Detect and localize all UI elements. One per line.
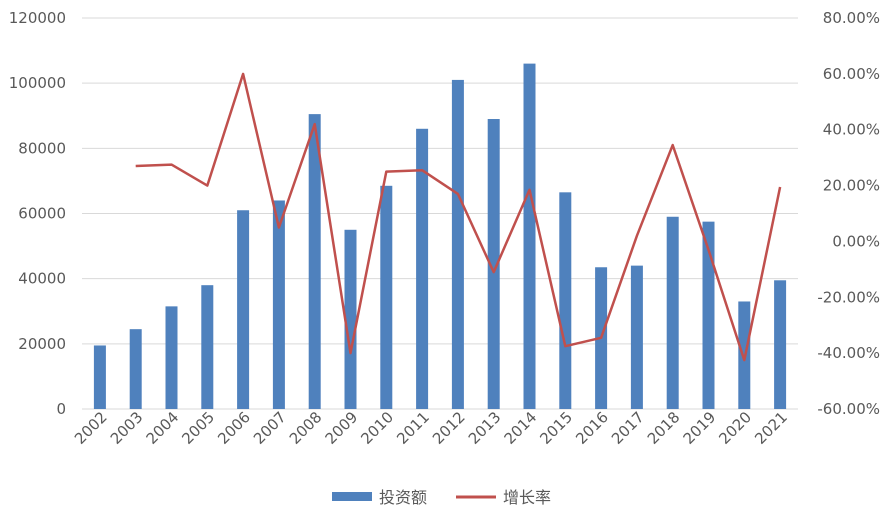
x-tick-label: 2021 [751,408,791,448]
bar [452,80,464,409]
right-tick-label: 0.00% [832,232,880,250]
left-tick-label: 20000 [18,335,66,353]
x-tick-label: 2007 [250,408,290,448]
x-tick-label: 2020 [715,408,755,448]
left-tick-label: 100000 [9,74,66,92]
bar [166,306,178,409]
bar [667,217,679,409]
bar [524,64,536,409]
x-tick-label: 2016 [572,408,612,448]
bar [774,280,786,409]
x-tick-label: 2010 [357,408,397,448]
bar [631,266,643,409]
x-tick-label: 2014 [501,408,541,448]
right-tick-label: -20.00% [817,288,880,306]
bar [237,210,249,409]
legend-swatch-investment [332,492,372,501]
bar [130,329,142,409]
bar [201,285,213,409]
x-tick-label: 2009 [322,408,362,448]
x-tick-label: 2002 [71,408,111,448]
legend-label-investment: 投资额 [379,488,427,507]
left-tick-label: 120000 [9,9,66,27]
right-tick-label: 20.00% [823,177,880,195]
x-tick-label: 2004 [143,408,183,448]
x-tick-label: 2011 [393,408,433,448]
x-tick-label: 2005 [178,408,218,448]
bar [380,186,392,409]
left-tick-label: 80000 [18,139,66,157]
left-axis-ticks: 0 20000 40000 60000 80000 100000 120000 [9,9,66,418]
right-tick-label: 60.00% [823,65,880,83]
right-axis-ticks: -60.00% -40.00% -20.00% 0.00% 20.00% 40.00% 60… [817,9,880,418]
x-axis-ticks: 2002200320042005200620072008200920102011… [71,408,791,448]
x-tick-label: 2017 [608,408,648,448]
x-tick-label: 2018 [644,408,684,448]
x-tick-label: 2019 [680,408,720,448]
bar-series-投资额 [94,64,786,409]
x-tick-label: 2013 [465,408,505,448]
right-tick-label: 80.00% [823,9,880,27]
x-tick-label: 2015 [536,408,576,448]
x-tick-label: 2012 [429,408,469,448]
x-tick-label: 2003 [107,408,147,448]
right-tick-label: -60.00% [817,400,880,418]
bar [94,345,106,409]
legend-label-growth: 增长率 [503,488,551,507]
gridlines [82,18,798,409]
legend: 投资额 增长率 [332,488,551,507]
left-tick-label: 60000 [18,205,66,223]
left-tick-label: 0 [56,400,66,418]
bar [273,200,285,409]
right-tick-label: -40.00% [817,344,880,362]
bar [559,192,571,409]
right-tick-label: 40.00% [823,121,880,139]
x-tick-label: 2006 [214,408,254,448]
x-tick-label: 2008 [286,408,326,448]
left-tick-label: 40000 [18,270,66,288]
